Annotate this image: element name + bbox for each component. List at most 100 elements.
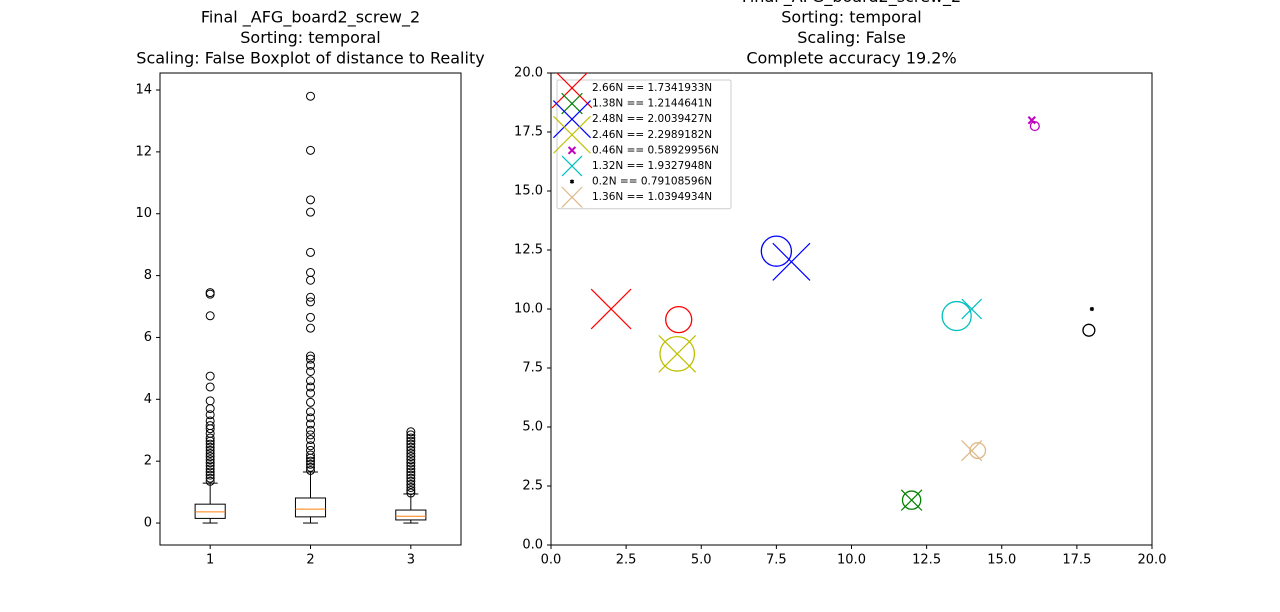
x-stroke [561,155,583,177]
legend-label: 1.32N == 1.9327948N [592,160,712,172]
legend-label: 0.2N == 0.79108596N [592,176,712,188]
legend-label: 1.38N == 1.2144641N [592,98,712,110]
circle-marker [969,442,987,460]
x-marker [1089,306,1095,312]
flier [306,382,315,392]
flier [306,465,315,475]
y-tick-label: 2 [144,454,152,469]
flier [406,458,416,468]
x-marker [553,115,591,154]
flier [205,416,215,426]
x-tick-label: 5.0 [691,553,712,568]
flier [205,410,215,420]
flier [406,486,416,496]
circle-marker [901,490,922,510]
flier [205,404,215,414]
flier [306,456,315,466]
x-tick-label: 20.0 [1138,553,1167,568]
x-stroke [961,298,983,320]
x-tick-label: 12.5 [912,553,941,568]
plot-area [590,116,1096,511]
flier [306,366,315,376]
y-tick-label: 5.0 [522,420,543,435]
flier [406,479,416,489]
circle-marker [665,305,693,334]
x-tick-label: 7.5 [766,553,787,568]
flier [406,433,416,443]
flier [306,388,315,398]
legend-label: 2.66N == 1.7341933N [592,82,712,94]
x-stroke [567,146,577,155]
flier [406,482,416,492]
box [395,509,427,521]
flier [306,397,315,407]
flier [306,207,315,217]
flier [406,427,416,437]
x-tick-label: 3 [407,553,415,568]
y-tick-label: 17.5 [514,125,543,140]
flier [205,452,215,462]
flier [306,407,315,417]
flier [306,435,315,445]
flier [406,476,416,486]
flier [205,396,215,406]
flier [205,464,215,474]
flier [406,452,416,462]
y-tick-label: 7.5 [522,361,543,376]
y-tick-label: 0.0 [522,538,543,553]
flier [205,473,215,483]
flier [406,467,416,477]
y-tick-label: 15.0 [514,184,543,199]
legend-label: 2.46N == 2.2989182N [592,129,712,141]
circle-marker [1082,323,1096,337]
flier [406,430,416,440]
x-stroke [1027,116,1036,125]
y-tick-label: 12 [135,144,152,159]
y-tick-label: 2.5 [522,479,543,494]
flier [306,275,315,285]
chart-title: Final _AFG_board2_screw_2 [201,8,420,28]
flier [306,268,315,278]
legend-label: 2.48N == 2.0039427N [592,113,712,125]
x-stroke [551,73,588,109]
chart-title: Scaling: False Boxplot of distance to Re… [136,49,484,68]
flier [306,354,315,364]
x-stroke [1089,306,1095,312]
x-stroke [569,179,575,184]
circle-marker [760,235,793,267]
y-tick-label: 20.0 [514,66,543,81]
flier [306,247,315,257]
y-tick-label: 4 [144,392,152,407]
x-stroke [772,242,811,281]
y-tick-label: 0 [144,516,152,531]
x-marker [569,179,575,184]
flier [205,371,215,381]
flier [406,448,416,458]
box [294,497,327,518]
flier [205,311,215,321]
x-tick-label: 0.0 [541,553,562,568]
flier [406,442,416,452]
flier [306,292,315,302]
x-marker [567,146,577,155]
y-tick-label: 14 [135,83,152,98]
legend-label: 0.46N == 0.58929956N [592,144,719,156]
legend [551,73,593,208]
flier [205,442,215,452]
flier [306,462,315,472]
flier [306,195,315,205]
x-stroke [552,100,592,139]
x-tick-label: 10.0 [837,553,866,568]
x-tick-label: 17.5 [1062,553,1091,568]
flier [406,445,416,455]
y-tick-label: 8 [144,268,152,283]
flier [406,464,416,474]
flier [205,439,215,449]
x-marker [590,288,632,330]
x-marker [552,100,592,139]
flier [406,439,416,449]
flier [406,461,416,471]
flier [205,382,215,392]
flier [406,455,416,465]
